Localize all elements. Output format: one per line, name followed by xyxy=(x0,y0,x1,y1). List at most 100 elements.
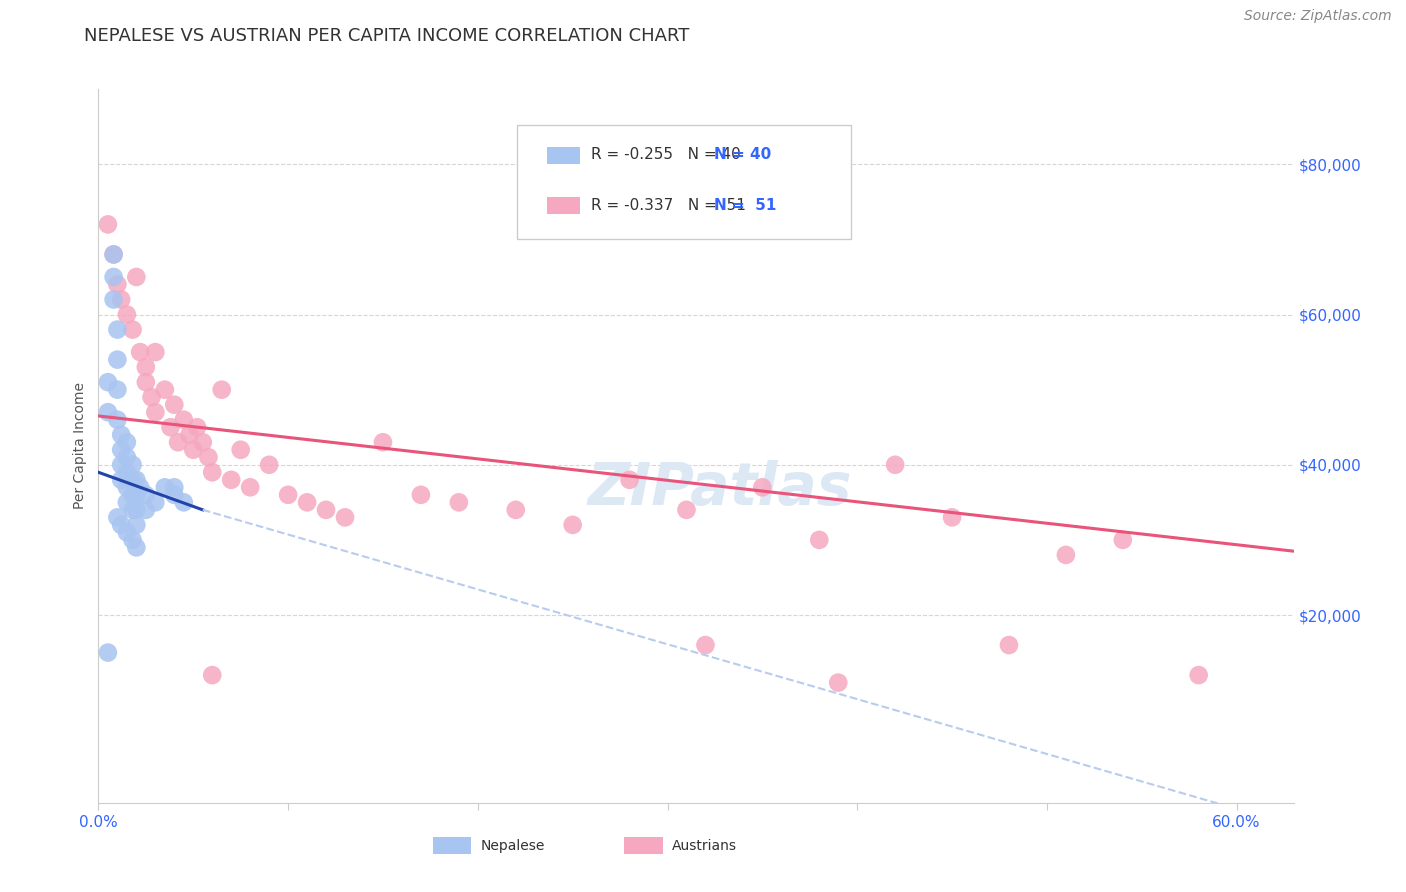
Point xyxy=(121,473,143,487)
Point xyxy=(173,495,195,509)
Point xyxy=(105,510,128,524)
Point xyxy=(153,383,176,397)
Point xyxy=(125,270,148,285)
Point xyxy=(121,533,143,547)
Point xyxy=(619,473,641,487)
Point xyxy=(219,473,242,487)
Text: R = -0.337   N =  51: R = -0.337 N = 51 xyxy=(591,198,745,213)
Point xyxy=(135,375,157,389)
FancyBboxPatch shape xyxy=(624,837,662,855)
Point xyxy=(186,420,208,434)
Point xyxy=(143,405,166,419)
Point xyxy=(121,503,143,517)
Point xyxy=(135,503,157,517)
Point xyxy=(884,458,907,472)
Point xyxy=(135,360,157,375)
Point xyxy=(125,488,148,502)
Point xyxy=(105,277,128,292)
Point xyxy=(371,435,394,450)
Point xyxy=(110,293,132,307)
Point xyxy=(751,480,773,494)
Point xyxy=(97,218,120,232)
Point xyxy=(1188,668,1211,682)
Point xyxy=(941,510,963,524)
Point xyxy=(125,473,148,487)
Point xyxy=(110,458,132,472)
Point xyxy=(115,435,138,450)
Point xyxy=(211,383,233,397)
Point xyxy=(201,465,224,479)
Point xyxy=(105,383,128,397)
Point xyxy=(191,435,214,450)
Point xyxy=(129,345,152,359)
Point xyxy=(229,442,252,457)
Point xyxy=(115,480,138,494)
Point xyxy=(110,473,132,487)
Point xyxy=(110,427,132,442)
Point xyxy=(197,450,219,465)
Point xyxy=(115,308,138,322)
Point xyxy=(257,458,280,472)
Point xyxy=(295,495,318,509)
Point xyxy=(163,480,186,494)
Point xyxy=(105,322,128,336)
Point xyxy=(827,675,849,690)
Point xyxy=(179,427,201,442)
Text: N =  51: N = 51 xyxy=(714,198,776,213)
Point xyxy=(121,322,143,336)
Point xyxy=(115,450,138,465)
Point xyxy=(181,442,204,457)
Point xyxy=(135,488,157,502)
Point xyxy=(125,517,148,532)
Point xyxy=(277,488,299,502)
Point xyxy=(97,646,120,660)
FancyBboxPatch shape xyxy=(517,125,852,239)
Point xyxy=(103,270,125,285)
Point xyxy=(239,480,262,494)
Point xyxy=(143,345,166,359)
Point xyxy=(115,465,138,479)
Point xyxy=(695,638,717,652)
Point xyxy=(409,488,432,502)
Text: Source: ZipAtlas.com: Source: ZipAtlas.com xyxy=(1244,9,1392,23)
Point xyxy=(105,413,128,427)
Text: Nepalese: Nepalese xyxy=(481,838,546,853)
Point xyxy=(167,435,190,450)
Point xyxy=(505,503,527,517)
Point xyxy=(97,375,120,389)
Point xyxy=(808,533,831,547)
Point xyxy=(153,480,176,494)
Point xyxy=(129,480,152,494)
Point xyxy=(333,510,356,524)
Point xyxy=(1054,548,1077,562)
Point xyxy=(115,495,138,509)
Point xyxy=(998,638,1021,652)
Point xyxy=(143,495,166,509)
Point xyxy=(163,488,186,502)
Point xyxy=(105,352,128,367)
FancyBboxPatch shape xyxy=(433,837,471,855)
Point xyxy=(201,668,224,682)
Text: ZIPatlas: ZIPatlas xyxy=(588,460,852,517)
Point xyxy=(163,398,186,412)
Point xyxy=(315,503,337,517)
Point xyxy=(125,503,148,517)
Point xyxy=(173,413,195,427)
Point xyxy=(103,293,125,307)
FancyBboxPatch shape xyxy=(547,197,581,214)
Point xyxy=(159,420,181,434)
Text: Austrians: Austrians xyxy=(672,838,737,853)
Point xyxy=(110,442,132,457)
Point xyxy=(561,517,583,532)
Point xyxy=(121,458,143,472)
Point xyxy=(103,247,125,261)
Point xyxy=(675,503,697,517)
Point xyxy=(141,390,163,404)
Point xyxy=(110,517,132,532)
Point xyxy=(103,247,125,261)
Y-axis label: Per Capita Income: Per Capita Income xyxy=(73,383,87,509)
Point xyxy=(121,488,143,502)
FancyBboxPatch shape xyxy=(547,147,581,164)
Text: R = -0.255   N = 40: R = -0.255 N = 40 xyxy=(591,147,741,162)
Point xyxy=(97,405,120,419)
